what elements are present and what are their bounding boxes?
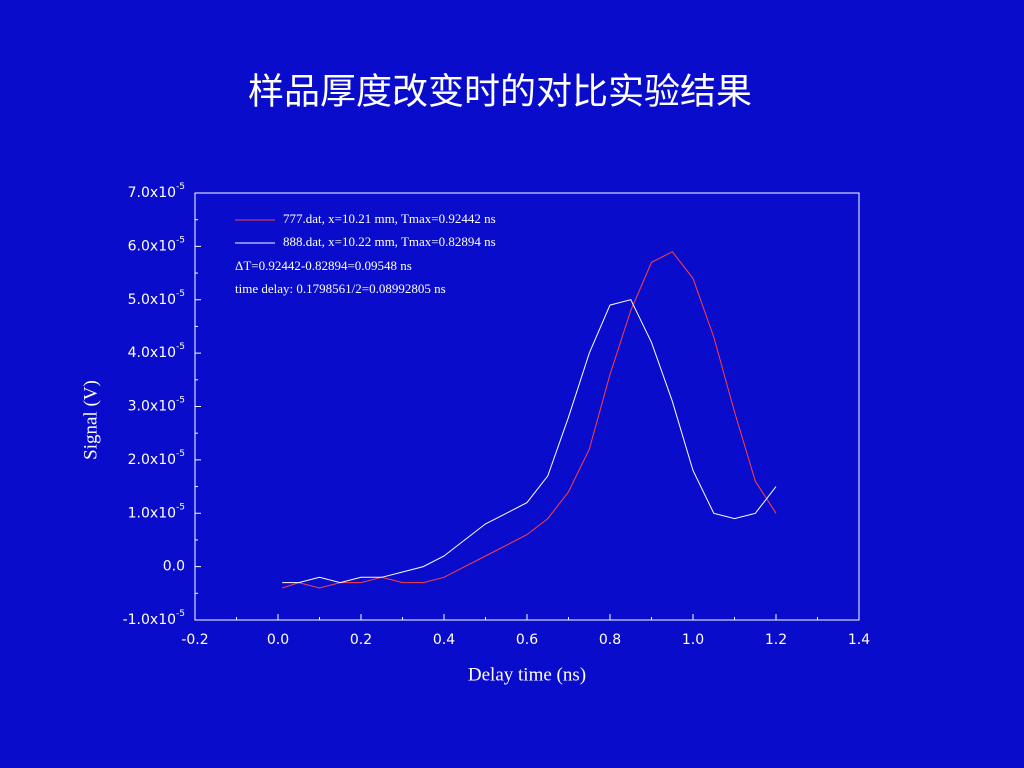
x-tick-label: 0.4 — [433, 632, 455, 648]
y-tick-label: 3.0x10-5 — [128, 395, 185, 415]
series-line — [282, 251, 777, 589]
y-tick-label-exponent: -5 — [176, 502, 185, 512]
y-tick-label-exponent: -5 — [176, 235, 185, 245]
series-line — [282, 299, 777, 584]
y-tick-label-base: 0.0 — [163, 559, 185, 575]
annotation: time delay: 0.1798561/2=0.08992805 ns — [235, 281, 446, 296]
x-tick-label: 1.0 — [682, 632, 704, 648]
x-tick-label: -0.2 — [181, 632, 208, 648]
y-tick-label: 6.0x10-5 — [128, 235, 185, 255]
y-tick-label: 5.0x10-5 — [128, 288, 185, 308]
y-tick-label-exponent: -5 — [176, 448, 185, 458]
x-tick-label: 1.2 — [765, 632, 787, 648]
x-tick-label: 0.2 — [350, 632, 372, 648]
slide-title: 样品厚度改变时的对比实验结果 — [248, 71, 752, 111]
y-tick-label-base: 7.0x10 — [128, 185, 176, 201]
y-tick-label-exponent: -5 — [176, 182, 185, 192]
legend-label: 777.dat, x=10.21 mm, Tmax=0.92442 ns — [283, 211, 496, 226]
y-tick-label-base: 1.0x10 — [128, 505, 176, 521]
y-tick-label: 0.0 — [163, 559, 185, 575]
y-tick-label-exponent: -5 — [176, 609, 185, 619]
y-tick-label-exponent: -5 — [176, 342, 185, 352]
y-tick-label-base: 4.0x10 — [128, 345, 176, 361]
x-tick-label: 1.4 — [848, 632, 870, 648]
y-tick-label-exponent: -5 — [176, 288, 185, 298]
x-axis-label: Delay time (ns) — [468, 664, 586, 685]
y-tick-label: 4.0x10-5 — [128, 342, 185, 362]
x-tick-label: 0.0 — [267, 632, 289, 648]
x-tick-label: 0.6 — [516, 632, 538, 648]
y-tick-label-base: 3.0x10 — [128, 399, 176, 415]
y-tick-label-base: 5.0x10 — [128, 292, 176, 308]
y-tick-label-base: -1.0x10 — [123, 612, 176, 628]
y-tick-label: 7.0x10-5 — [128, 182, 185, 202]
y-axis-label: Signal (V) — [80, 380, 101, 460]
y-tick-label: -1.0x10-5 — [123, 609, 185, 629]
y-tick-label-exponent: -5 — [176, 395, 185, 405]
annotation: ΔT=0.92442-0.82894=0.09548 ns — [235, 258, 412, 273]
y-tick-label: 2.0x10-5 — [128, 448, 185, 468]
y-tick-label-base: 2.0x10 — [128, 452, 176, 468]
x-tick-label: 0.8 — [599, 632, 621, 648]
y-tick-label-base: 6.0x10 — [128, 238, 176, 254]
y-tick-label: 1.0x10-5 — [128, 502, 185, 522]
legend-label: 888.dat, x=10.22 mm, Tmax=0.82894 ns — [283, 234, 496, 249]
